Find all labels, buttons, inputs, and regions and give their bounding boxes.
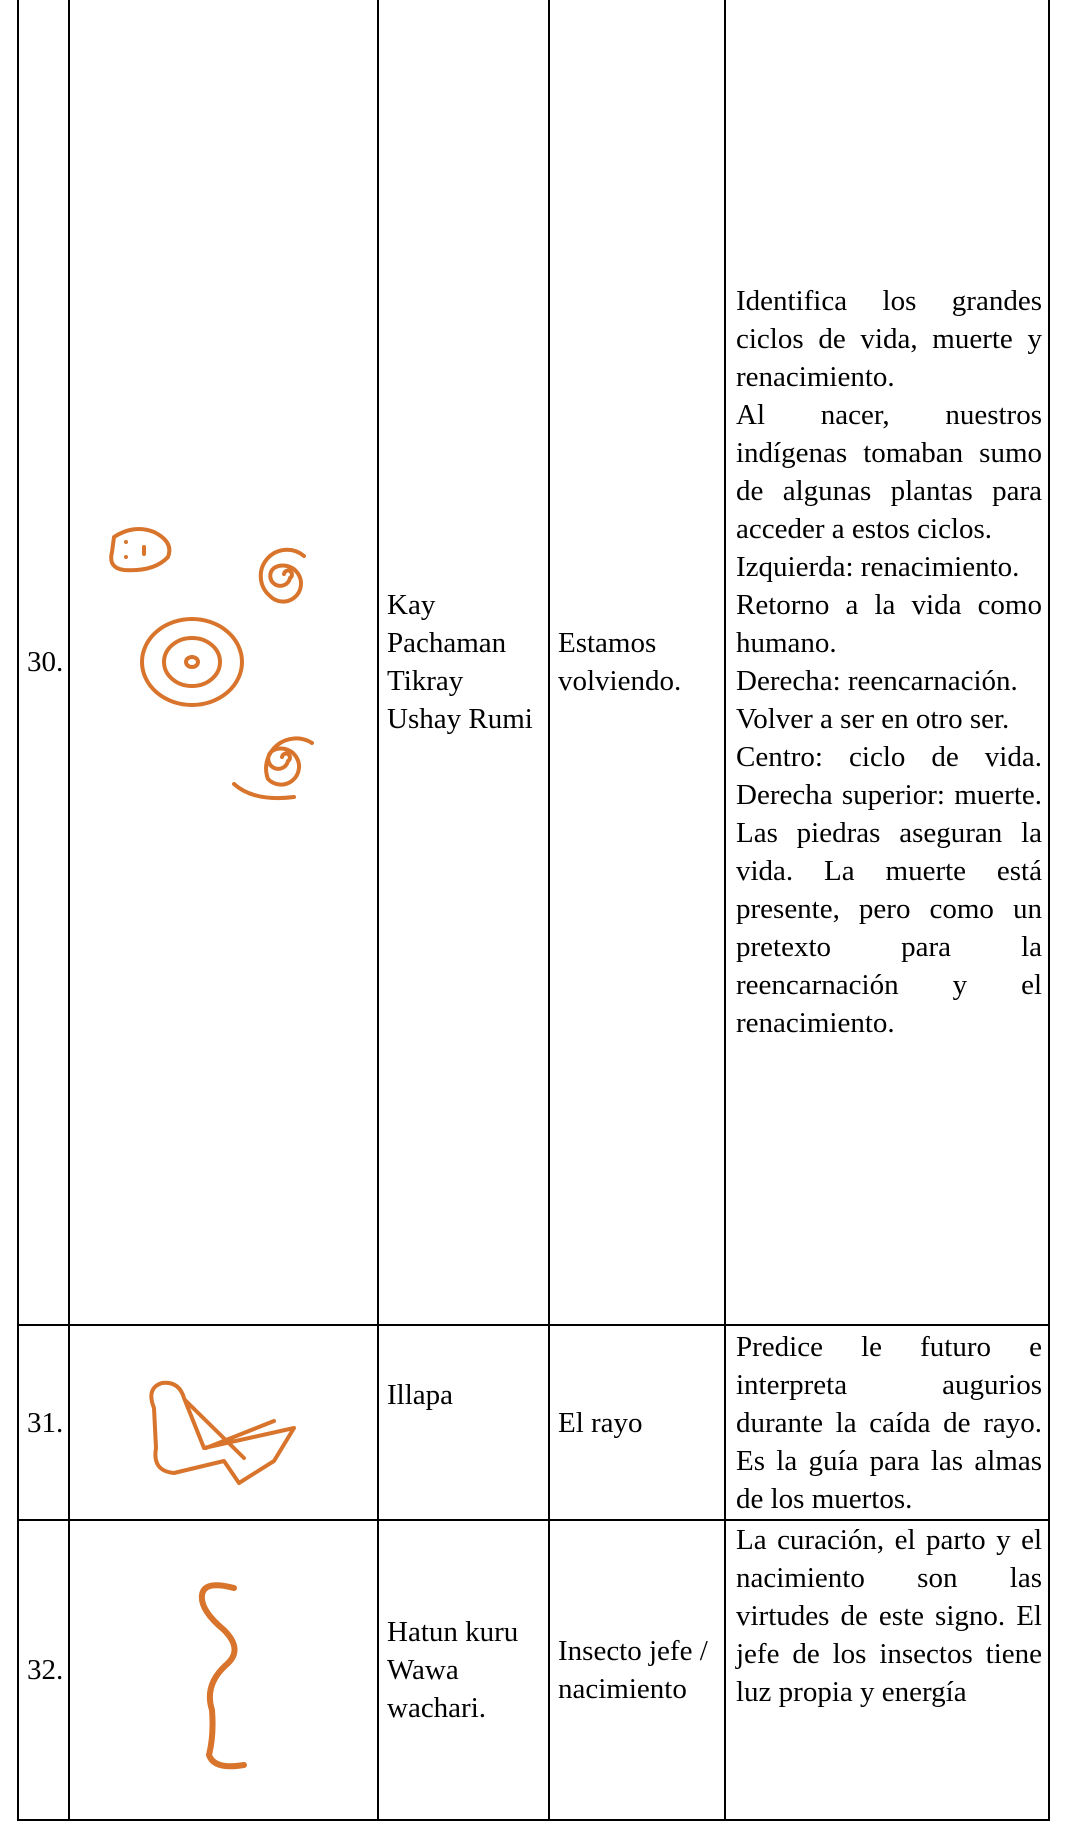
sign-name: Illapa xyxy=(377,1324,550,1521)
paragraph: Identifica los grandes ciclos de vida, m… xyxy=(736,285,1042,393)
paragraph: La curación, el parto y el nacimiento so… xyxy=(736,1524,1042,1708)
sign-name: Hatun kuru Wawa wachari. xyxy=(377,1519,550,1821)
sign-description: Identifica los grandes ciclos de vida, m… xyxy=(724,0,1050,1326)
sign-meaning: Estamos volviendo. xyxy=(548,0,726,1326)
sign-name: Kay Pachaman Tikray Ushay Rumi xyxy=(377,0,550,1326)
sign-meaning: El rayo xyxy=(548,1324,726,1521)
sign-drawing xyxy=(148,1380,296,1485)
sign-description: La curación, el parto y el nacimiento so… xyxy=(724,1519,1050,1821)
row-number: 32. xyxy=(17,1519,70,1821)
sign-meaning: Insecto jefe / nacimiento xyxy=(548,1519,726,1821)
image-cell xyxy=(68,1519,379,1821)
table-row: 32. Hatun kuru Wawa wachari. Insecto jef… xyxy=(17,1519,1050,1821)
paragraph: Izquierda: renacimiento. xyxy=(736,551,1020,583)
sign-description: Predice le futuro e interpreta augurios … xyxy=(724,1324,1050,1521)
table-row: 31. Illapa El rayo Predice le futuro e i… xyxy=(17,1324,1050,1521)
paragraph: Predice le futuro e interpreta augurios … xyxy=(736,1330,1042,1515)
row-number: 30. xyxy=(17,0,70,1326)
table-row: 30. Kay Pachaman Tikray Ushay Rumi Estam… xyxy=(17,0,1050,1326)
image-cell xyxy=(68,0,379,1326)
row-number: 31. xyxy=(17,1324,70,1521)
paragraph: Volver a ser en otro ser. xyxy=(736,703,1010,735)
sign-drawing xyxy=(198,1582,247,1770)
signs-table: 30. Kay Pachaman Tikray Ushay Rumi Estam… xyxy=(17,0,1050,1821)
page: 30. Kay Pachaman Tikray Ushay Rumi Estam… xyxy=(17,0,1050,1821)
paragraph: Derecha: reencarnación. xyxy=(736,665,1018,697)
sign-drawing xyxy=(108,526,314,801)
paragraph: Retorno a la vida como humano. xyxy=(736,589,1042,659)
paragraph: Al nacer, nuestros indígenas tomaban sum… xyxy=(736,399,1042,545)
paragraph: Centro: ciclo de vida. Derecha superior:… xyxy=(736,741,1042,1039)
image-cell xyxy=(68,1324,379,1521)
